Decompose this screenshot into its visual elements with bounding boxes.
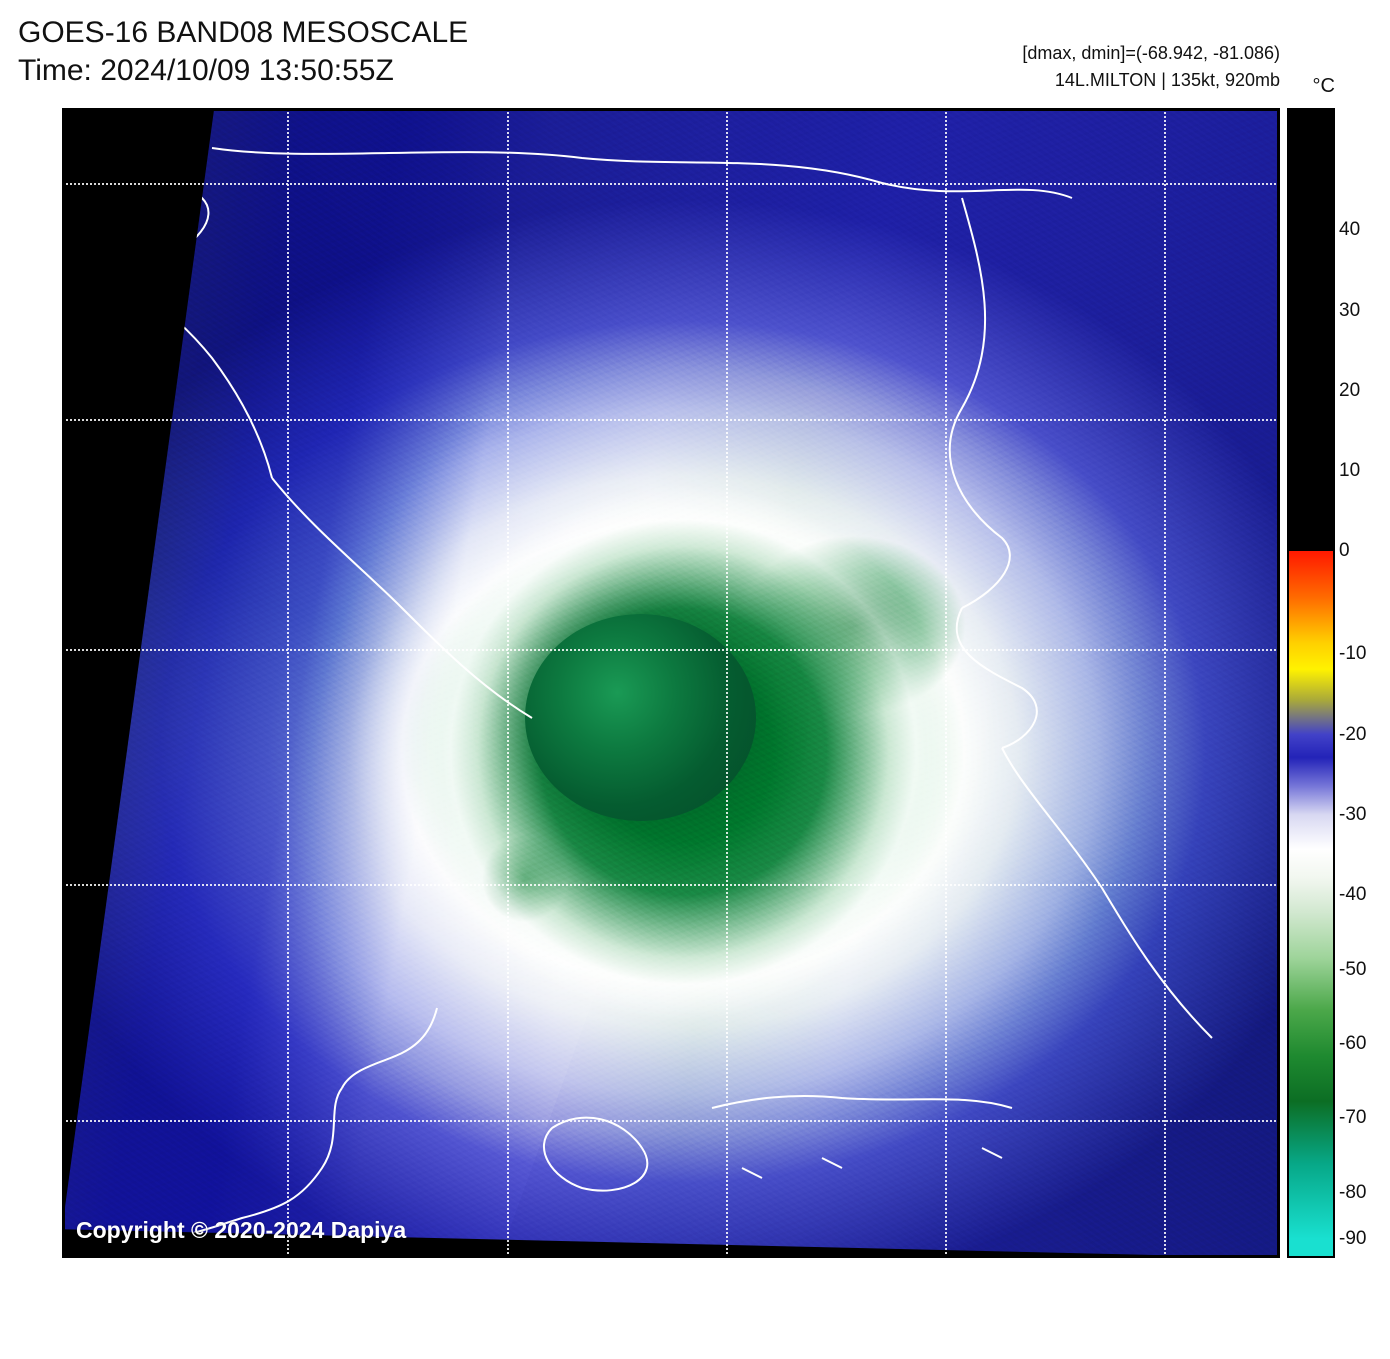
cb-tick-neg20: -20 bbox=[1339, 724, 1366, 746]
satellite-map[interactable]: 30°N 28°N 26°N 24°N 22°N 88°W 86°W 84°W … bbox=[62, 108, 1280, 1258]
cb-tick-neg70: -70 bbox=[1339, 1107, 1366, 1129]
cb-tick-neg30: -30 bbox=[1339, 804, 1366, 826]
timestamp-label: Time: 2024/10/09 13:50:55Z bbox=[18, 52, 468, 90]
coastline-overlay bbox=[62, 108, 1280, 1258]
page-title: GOES-16 BAND08 MESOSCALE bbox=[18, 14, 468, 52]
storm-info-label: 14L.MILTON | 135kt, 920mb bbox=[1022, 67, 1280, 94]
cb-tick-neg40: -40 bbox=[1339, 884, 1366, 906]
header-info: [dmax, dmin]=(-68.942, -81.086) 14L.MILT… bbox=[1022, 40, 1280, 94]
cb-tick-neg60: -60 bbox=[1339, 1033, 1366, 1055]
cb-tick-neg10: -10 bbox=[1339, 643, 1366, 665]
colorbar-gradient: 40 30 20 10 0 -10 -20 -30 -40 -50 -60 -7… bbox=[1287, 108, 1335, 1258]
cb-tick-neg50: -50 bbox=[1339, 959, 1366, 981]
colorbar-widget[interactable]: 40 30 20 10 0 -10 -20 -30 -40 -50 -60 -7… bbox=[1287, 108, 1335, 1258]
cb-tick-30: 30 bbox=[1339, 300, 1360, 322]
title-block: GOES-16 BAND08 MESOSCALE Time: 2024/10/0… bbox=[18, 14, 468, 89]
cb-tick-20: 20 bbox=[1339, 380, 1360, 402]
cb-tick-neg80: -80 bbox=[1339, 1182, 1366, 1204]
cb-tick-40: 40 bbox=[1339, 219, 1360, 241]
copyright-label: Copyright © 2020-2024 Dapiya bbox=[76, 1217, 406, 1244]
cb-tick-0: 0 bbox=[1339, 540, 1350, 562]
dmax-dmin-label: [dmax, dmin]=(-68.942, -81.086) bbox=[1022, 40, 1280, 67]
cb-tick-neg90: -90 bbox=[1339, 1228, 1366, 1250]
colorbar-unit-label: °C bbox=[1313, 75, 1335, 98]
cb-tick-10: 10 bbox=[1339, 460, 1360, 482]
